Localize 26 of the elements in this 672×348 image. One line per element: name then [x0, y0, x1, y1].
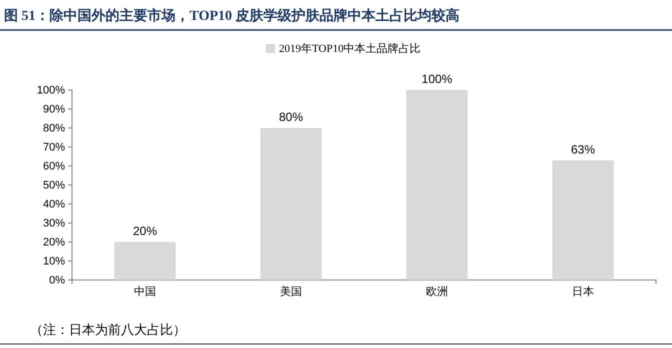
- y-tick-label: 0%: [49, 274, 66, 287]
- text: 80%: [278, 110, 304, 124]
- y-tick-label: 80%: [42, 122, 66, 135]
- y-tick-label: 100%: [36, 84, 66, 97]
- bar: [114, 242, 176, 280]
- legend-label: 2019年TOP10中本土品牌占比: [279, 42, 421, 55]
- y-tick-label: 10%: [42, 256, 66, 268]
- bar: [552, 160, 614, 280]
- y-tick-label: 40%: [42, 198, 66, 211]
- bar: [260, 128, 322, 280]
- x-tick-label: 日本: [572, 284, 594, 298]
- x-tick-label: 欧洲: [426, 284, 448, 298]
- y-tick-label: 60%: [42, 160, 66, 173]
- y-tick-label: 70%: [42, 142, 66, 154]
- x-tick-label: 中国: [134, 284, 156, 298]
- y-tick-label: 30%: [42, 218, 66, 230]
- text: 20%: [132, 224, 158, 238]
- y-tick-label: 50%: [42, 180, 66, 192]
- y-tick-label: 20%: [42, 236, 66, 249]
- text: 100%: [422, 72, 452, 86]
- text: 63%: [570, 142, 596, 156]
- x-tick-label: 美国: [280, 284, 302, 298]
- bar: [406, 90, 468, 280]
- text: （注：日本为前八大占比）: [30, 322, 186, 337]
- y-tick-label: 90%: [42, 104, 66, 116]
- chart-title: 图 51：除中国外的主要市场，TOP10 皮肤学级护肤品牌中本土占比均较高: [4, 7, 460, 24]
